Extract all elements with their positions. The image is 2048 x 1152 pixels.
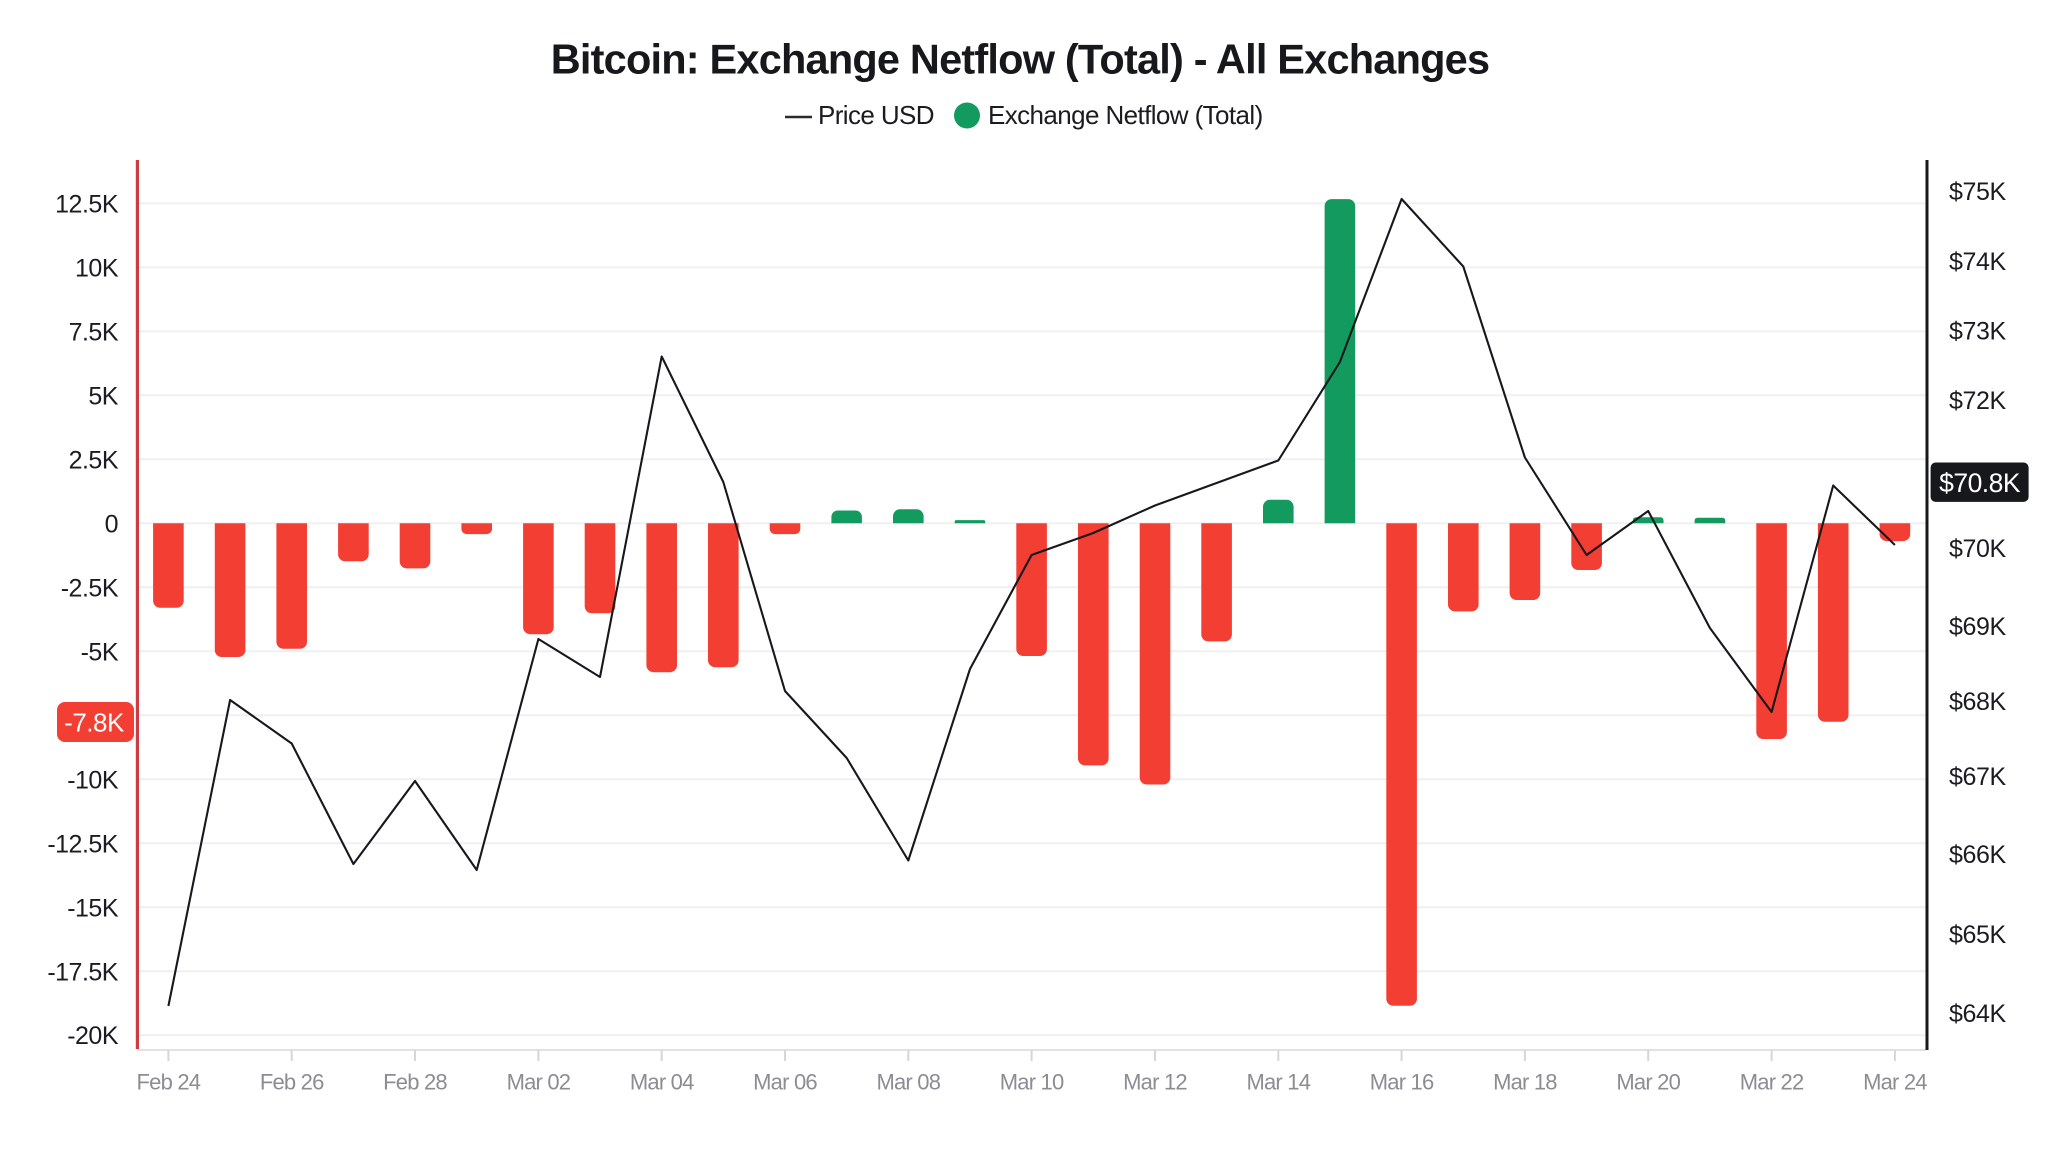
- svg-text:Mar 12: Mar 12: [1123, 1070, 1187, 1095]
- svg-text:-15K: -15K: [67, 894, 119, 922]
- svg-text:-7.8K: -7.8K: [64, 708, 125, 738]
- svg-text:$73K: $73K: [1949, 318, 2007, 346]
- svg-text:Mar 04: Mar 04: [630, 1070, 694, 1095]
- svg-text:$66K: $66K: [1949, 841, 2007, 869]
- svg-text:Mar 20: Mar 20: [1616, 1070, 1680, 1095]
- svg-text:0: 0: [105, 510, 118, 538]
- svg-text:-5K: -5K: [81, 638, 119, 666]
- svg-text:Exchange Netflow (Total): Exchange Netflow (Total): [988, 100, 1263, 130]
- svg-text:Mar 14: Mar 14: [1246, 1070, 1310, 1095]
- svg-text:$69K: $69K: [1949, 613, 2007, 641]
- svg-text:12.5K: 12.5K: [55, 191, 119, 219]
- svg-text:$65K: $65K: [1949, 921, 2007, 949]
- svg-text:Mar 18: Mar 18: [1493, 1070, 1557, 1095]
- svg-text:-17.5K: -17.5K: [47, 958, 118, 986]
- svg-text:-10K: -10K: [67, 766, 119, 794]
- svg-text:5K: 5K: [88, 383, 118, 411]
- svg-text:$70K: $70K: [1949, 535, 2007, 563]
- svg-text:$64K: $64K: [1949, 1000, 2007, 1028]
- svg-text:$67K: $67K: [1949, 763, 2007, 791]
- svg-text:Feb 28: Feb 28: [383, 1070, 447, 1095]
- svg-text:Mar 22: Mar 22: [1740, 1070, 1804, 1095]
- svg-text:2.5K: 2.5K: [69, 447, 119, 475]
- svg-text:-2.5K: -2.5K: [61, 574, 119, 602]
- svg-text:Mar 02: Mar 02: [507, 1070, 571, 1095]
- svg-text:Mar 08: Mar 08: [876, 1070, 940, 1095]
- svg-text:Bitcoin: Exchange Netflow (Tot: Bitcoin: Exchange Netflow (Total) - All …: [551, 36, 1489, 83]
- svg-text:Mar 24: Mar 24: [1863, 1070, 1927, 1095]
- svg-text:$68K: $68K: [1949, 688, 2007, 716]
- svg-text:$74K: $74K: [1949, 248, 2007, 276]
- svg-text:Mar 06: Mar 06: [753, 1070, 817, 1095]
- svg-text:-12.5K: -12.5K: [47, 830, 118, 858]
- svg-text:Feb 24: Feb 24: [137, 1070, 201, 1095]
- svg-text:Feb 26: Feb 26: [260, 1070, 324, 1095]
- svg-text:$70.8K: $70.8K: [1939, 468, 2021, 498]
- svg-text:$72K: $72K: [1949, 387, 2007, 415]
- svg-text:Mar 10: Mar 10: [1000, 1070, 1064, 1095]
- svg-text:$75K: $75K: [1949, 178, 2007, 206]
- svg-text:Mar 16: Mar 16: [1370, 1070, 1434, 1095]
- svg-text:-20K: -20K: [67, 1022, 119, 1050]
- svg-text:10K: 10K: [75, 255, 119, 283]
- svg-text:Price USD: Price USD: [818, 100, 934, 130]
- svg-text:7.5K: 7.5K: [69, 319, 119, 347]
